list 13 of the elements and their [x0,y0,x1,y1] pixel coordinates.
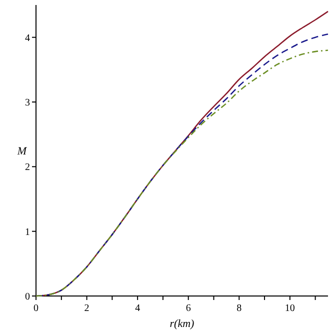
x-tick-label: 6 [186,303,191,314]
y-tick-label: 3 [25,98,30,108]
y-tick-label: 1 [25,226,30,238]
y-tick-label: 2 [25,162,30,174]
x-tick-label: 8 [236,303,242,314]
x-axis-title: r(km) [170,318,195,330]
y-tick-label: 4 [25,32,30,44]
y-tick-label: 0 [25,292,30,302]
y-axis-title: M [16,146,28,158]
x-tick-label: 2 [84,303,90,314]
x-tick-label: 0 [34,303,38,314]
x-tick-label: 10 [284,303,295,314]
x-tick-label: 4 [135,303,140,314]
